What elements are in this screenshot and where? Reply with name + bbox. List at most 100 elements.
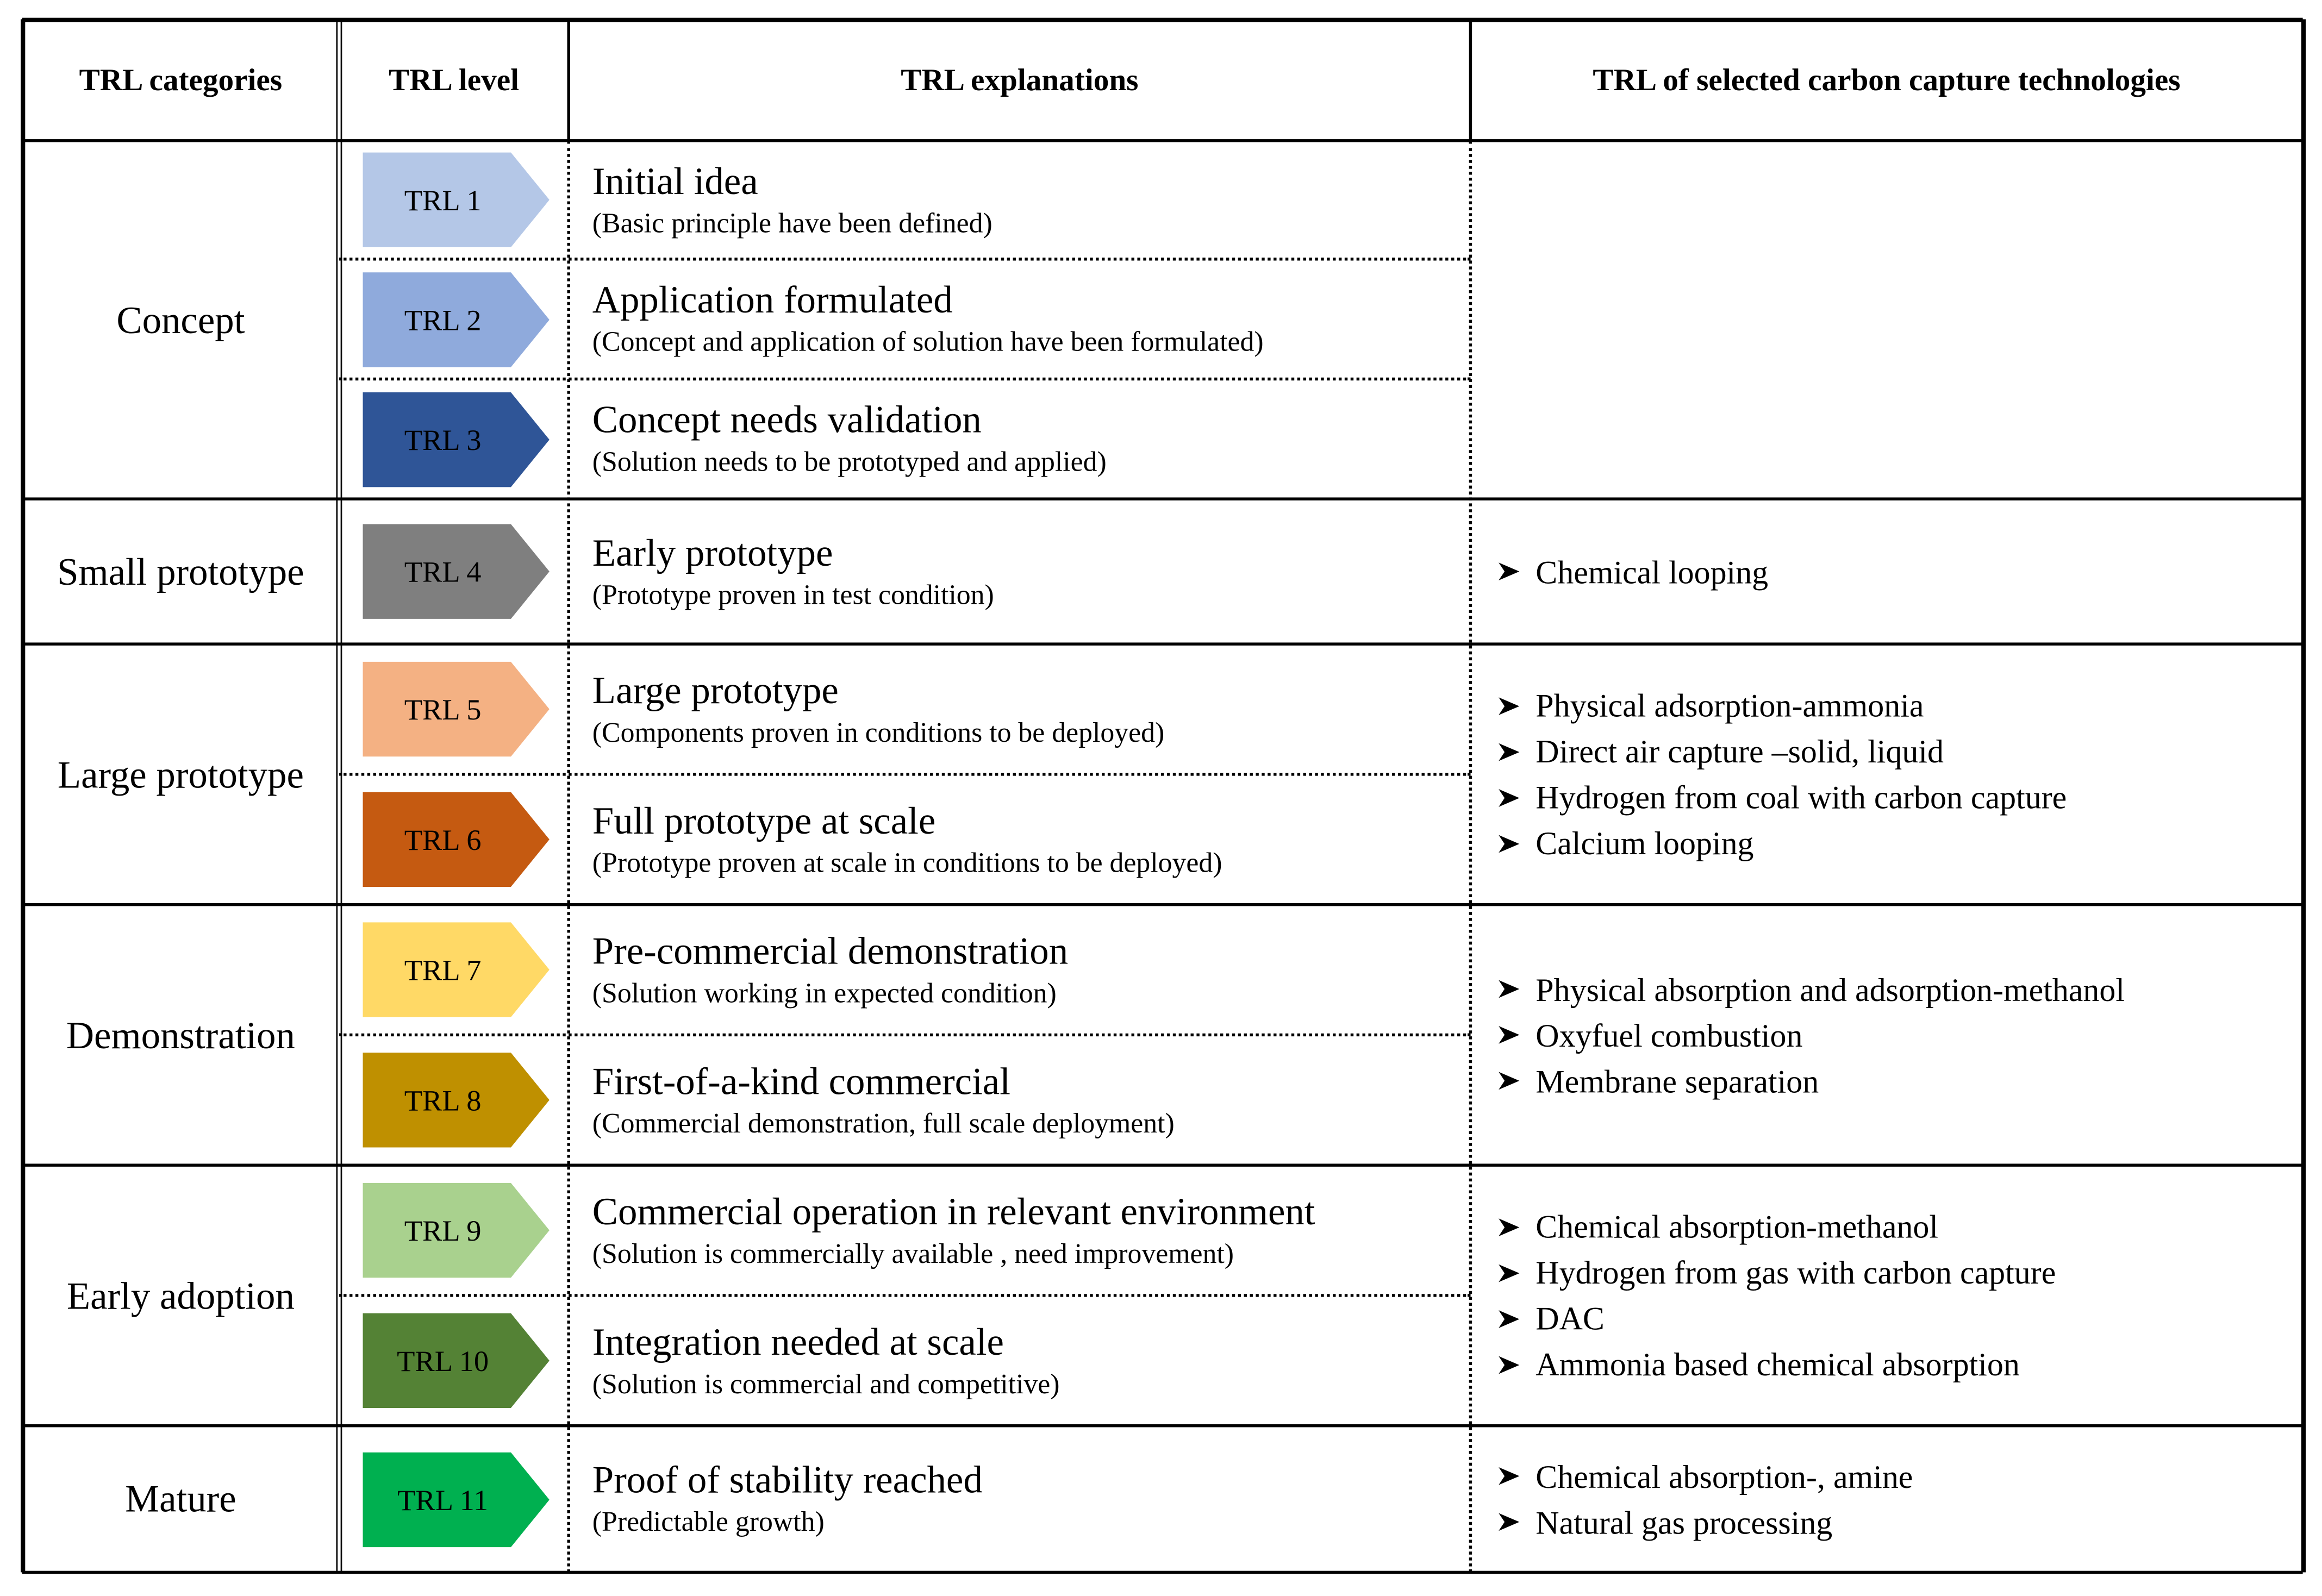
level-arrow: TRL 9 (363, 1182, 550, 1278)
explanation-title: Initial idea (592, 159, 758, 202)
rule (22, 139, 2303, 142)
rule (336, 19, 342, 1573)
explanation-title: Full prototype at scale (592, 798, 936, 842)
explanation-title: Early prototype (592, 530, 833, 574)
technologies: Chemical absorption-methanol Hydrogen fro… (1470, 1165, 2302, 1426)
explanation-title: Integration needed at scale (592, 1319, 1004, 1363)
explanation-subtitle: (Predictable growth) (592, 1507, 825, 1538)
level-label: TRL 4 (404, 555, 482, 589)
bullet (1499, 788, 1520, 806)
category: Demonstration (66, 1013, 295, 1056)
rule (567, 140, 570, 1573)
explanation: Proof of stability reached (Predictable g… (569, 1426, 1470, 1573)
technology-item: Chemical looping (1497, 548, 2302, 594)
bullet (1499, 1072, 1520, 1090)
technology: Chemical absorption-methanol (1535, 1208, 1939, 1245)
arrow-shape (363, 152, 550, 247)
explanation-subtitle: (Prototype proven in test condition) (592, 579, 994, 611)
technology-item: Hydrogen from gas with carbon capture (1497, 1249, 2302, 1295)
explanation-subtitle: (Solution is commercially available , ne… (592, 1238, 1234, 1270)
technology-item: Chemical absorption-methanol (1497, 1204, 2302, 1249)
technologies: Chemical looping (1470, 499, 2302, 644)
explanation: Commercial operation in relevant environ… (569, 1165, 1470, 1295)
explanation-subtitle: (Solution needs to be prototyped and app… (592, 447, 1107, 479)
bullet (1499, 980, 1520, 998)
technology: Ammonia based chemical absorption (1535, 1345, 2020, 1383)
rule (567, 19, 570, 141)
technology-item: Natural gas processing (1497, 1499, 2302, 1545)
explanation: Early prototype (Prototype proven in test… (569, 499, 1470, 644)
explanation-title: Concept needs validation (592, 398, 982, 441)
category: Concept (116, 298, 245, 341)
arrow-shape (363, 271, 550, 367)
rule (339, 1033, 1471, 1037)
level-arrow: TRL 6 (363, 792, 550, 887)
technology: Oxyfuel combustion (1535, 1016, 1803, 1054)
arrow-shape (363, 524, 550, 619)
rule (2300, 19, 2305, 1573)
explanation-subtitle: (Concept and application of solution hav… (592, 327, 1264, 359)
level-label: TRL 1 (404, 184, 482, 217)
explanation: First-of-a-kind commercial (Commercial de… (569, 1035, 1470, 1165)
rule (22, 642, 2303, 646)
technology: Physical adsorption-ammonia (1535, 687, 1924, 724)
level-label: TRL 2 (404, 303, 482, 336)
explanation-title: Application formulated (592, 278, 953, 322)
technology-item: Oxyfuel combustion (1497, 1012, 2302, 1057)
level-arrow: TRL 4 (363, 524, 550, 619)
level-label: TRL 8 (404, 1084, 482, 1117)
header-cell: TRL explanations (901, 61, 1139, 97)
explanation-subtitle: (Prototype proven at scale in conditions… (592, 847, 1222, 879)
explanation: Full prototype at scale (Prototype proven… (569, 774, 1470, 905)
bullet (1499, 1217, 1520, 1236)
bullet (1499, 562, 1520, 581)
bullet (1499, 1355, 1520, 1373)
level-arrow: TRL 5 (363, 661, 550, 757)
explanation: Large prototype (Components proven in con… (569, 644, 1470, 774)
rule (22, 903, 2303, 906)
explanation-subtitle: (Basic principle have been defined) (592, 208, 993, 240)
technologies: Physical absorption and adsorption-metha… (1470, 905, 2302, 1166)
arrow-shape (363, 1451, 550, 1547)
explanation-title: Proof of stability reached (592, 1458, 983, 1501)
rule (339, 773, 1471, 776)
arrow-shape (363, 792, 550, 887)
technology-item: Direct air capture –solid, liquid (1497, 728, 2302, 774)
explanation-title: Pre-commercial demonstration (592, 929, 1069, 972)
rule (339, 377, 1471, 381)
technology-item: Physical adsorption-ammonia (1497, 683, 2302, 728)
technology-item: Chemical absorption-, amine (1497, 1453, 2302, 1499)
category: Small prototype (57, 550, 304, 593)
technology-item: Membrane separation (1497, 1058, 2302, 1104)
explanation-subtitle: (Commercial demonstration, full scale de… (592, 1108, 1175, 1140)
explanation-subtitle: (Components proven in conditions to be d… (592, 717, 1165, 749)
level-label: TRL 7 (404, 954, 482, 987)
technology-item: Physical absorption and adsorption-metha… (1497, 966, 2302, 1012)
technology: Natural gas processing (1535, 1503, 1833, 1541)
technology-item: Hydrogen from coal with carbon capture (1497, 774, 2302, 820)
explanation: Concept needs validation (Solution needs … (569, 379, 1470, 499)
header-cell: TRL categories (79, 61, 283, 97)
technology: DAC (1535, 1300, 1605, 1337)
explanation-title: First-of-a-kind commercial (592, 1059, 1010, 1103)
arrow-shape (363, 1313, 550, 1408)
level-arrow: TRL 7 (363, 922, 550, 1017)
explanation-title: Large prototype (592, 668, 839, 712)
bullet (1499, 834, 1520, 852)
level-arrow: TRL 1 (363, 152, 550, 247)
rule (339, 258, 1471, 261)
technology: Hydrogen from coal with carbon capture (1535, 779, 2067, 816)
arrow-shape (363, 1053, 550, 1148)
arrow-shape (363, 922, 550, 1017)
rule (1469, 19, 1472, 141)
level-arrow: TRL 3 (363, 391, 550, 486)
technology: Calcium looping (1535, 824, 1754, 862)
explanation: Initial idea (Basic principle have been d… (569, 141, 1470, 259)
explanation-title: Commercial operation in relevant environ… (592, 1190, 1315, 1233)
level-label: TRL 9 (404, 1214, 482, 1247)
level-arrow: TRL 2 (363, 271, 550, 367)
level-label: TRL 6 (404, 823, 482, 856)
technology-item: Calcium looping (1497, 820, 2302, 866)
